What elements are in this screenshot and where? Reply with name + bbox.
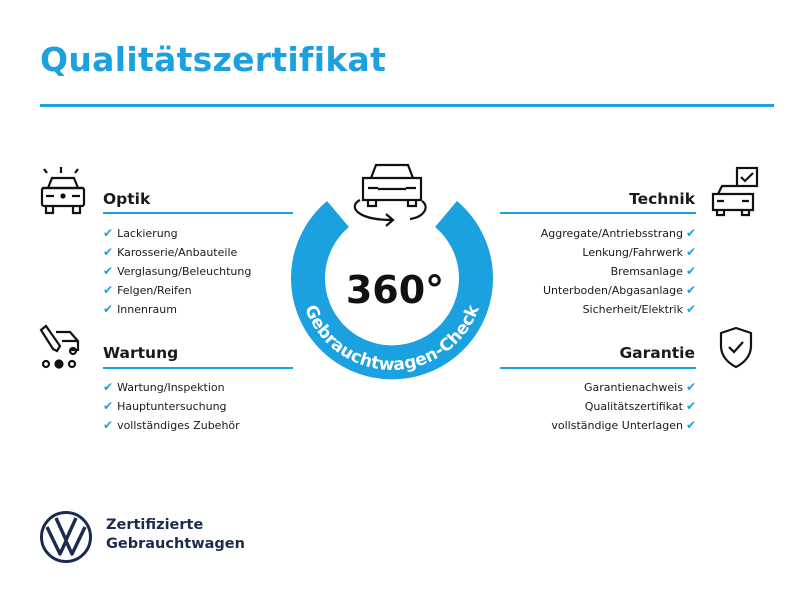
list-item-label: Hauptuntersuchung [117, 400, 227, 413]
section-divider [500, 212, 696, 214]
check-icon: ✔ [103, 399, 114, 413]
list-item-label: Garantienachweis [584, 381, 683, 394]
list-item-label: Lenkung/Fahrwerk [582, 246, 683, 259]
check-icon: ✔ [685, 264, 696, 278]
check-icon: ✔ [685, 302, 696, 316]
wartung-list: ✔ Wartung/Inspektion ✔ Hauptuntersuchung ✔ vo… [103, 378, 240, 435]
check-icon: ✔ [103, 380, 114, 394]
section-divider [500, 367, 696, 369]
list-item: Sicherheit/Elektrik ✔ [541, 300, 696, 319]
vw-logo [40, 511, 92, 563]
section-title-wartung: Wartung [103, 344, 179, 362]
list-item-label: Verglasung/Beleuchtung [117, 265, 252, 278]
degrees-label: 360° [346, 268, 444, 312]
list-item-label: Bremsanlage [610, 265, 683, 278]
list-item: ✔ Felgen/Reifen [103, 281, 251, 300]
check-icon: ✔ [103, 264, 114, 278]
check-icon: ✔ [103, 302, 114, 316]
page-title: Qualitätszertifikat [40, 40, 387, 79]
list-item: Qualitätszertifikat ✔ [551, 397, 696, 416]
check-icon: ✔ [103, 418, 114, 432]
brand-line1: Zertifizierte [106, 517, 204, 533]
list-item-label: Wartung/Inspektion [117, 381, 225, 394]
list-item: Bremsanlage ✔ [541, 262, 696, 281]
list-item-label: vollständiges Zubehör [117, 419, 240, 432]
section-divider [103, 367, 293, 369]
list-item-label: Innenraum [117, 303, 177, 316]
list-item-label: Karosserie/Anbauteile [117, 246, 238, 259]
technik-list: Aggregate/Antriebsstrang ✔ Lenkung/Fahrwer… [541, 224, 696, 319]
list-item-label: Unterboden/Abgasanlage [542, 284, 683, 297]
list-item: ✔ Verglasung/Beleuchtung [103, 262, 251, 281]
check-icon: ✔ [685, 245, 696, 259]
list-item: Aggregate/Antriebsstrang ✔ [541, 224, 696, 243]
shield-check-icon [719, 326, 753, 369]
list-item-label: Aggregate/Antriebsstrang [540, 227, 683, 240]
list-item-label: Lackierung [117, 227, 178, 240]
section-title-optik: Optik [103, 190, 151, 208]
list-item: ✔ Hauptuntersuchung [103, 397, 240, 416]
brand-line2: Gebrauchtwagen [106, 536, 245, 552]
car-lights-icon [40, 167, 86, 215]
service-tool-icon [39, 324, 80, 369]
title-divider [40, 104, 774, 107]
list-item: ✔ Wartung/Inspektion [103, 378, 240, 397]
list-item: Unterboden/Abgasanlage ✔ [541, 281, 696, 300]
ring-arc [291, 201, 493, 380]
brand-text: Zertifizierte Gebrauchtwagen [106, 516, 245, 554]
section-title-garantie: Garantie [619, 344, 695, 362]
car-rotate-icon [353, 163, 427, 227]
list-item: ✔ Innenraum [103, 300, 251, 319]
list-item: Lenkung/Fahrwerk ✔ [541, 243, 696, 262]
check-icon: ✔ [685, 418, 696, 432]
garantie-list: Garantienachweis ✔ Qualitätszertifikat ✔ vol… [551, 378, 696, 435]
optik-list: ✔ Lackierung ✔ Karosserie/Anbauteile ✔ Vergla… [103, 224, 251, 319]
list-item: vollständige Unterlagen ✔ [551, 416, 696, 435]
list-item-label: Sicherheit/Elektrik [582, 303, 683, 316]
list-item: ✔ Lackierung [103, 224, 251, 243]
list-item-label: Qualitätszertifikat [584, 400, 683, 413]
list-item: Garantienachweis ✔ [551, 378, 696, 397]
list-item: ✔ Karosserie/Anbauteile [103, 243, 251, 262]
section-title-technik: Technik [629, 190, 695, 208]
check-icon: ✔ [103, 283, 114, 297]
check-icon: ✔ [685, 380, 696, 394]
check-icon: ✔ [685, 226, 696, 240]
list-item: ✔ vollständiges Zubehör [103, 416, 240, 435]
check-icon: ✔ [103, 245, 114, 259]
check-icon: ✔ [685, 283, 696, 297]
car-checklist-icon [711, 166, 759, 217]
check-icon: ✔ [103, 226, 114, 240]
check-icon: ✔ [685, 399, 696, 413]
list-item-label: vollständige Unterlagen [551, 419, 683, 432]
section-divider [103, 212, 293, 214]
list-item-label: Felgen/Reifen [117, 284, 192, 297]
